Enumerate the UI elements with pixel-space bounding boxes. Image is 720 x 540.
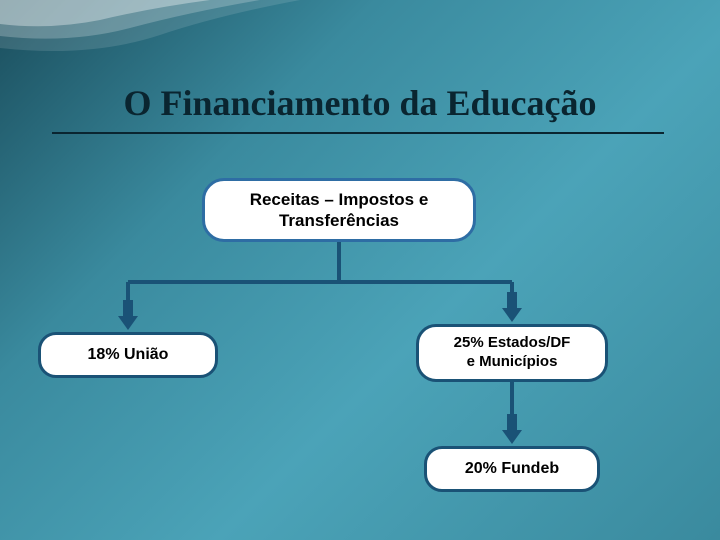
arrow-down-icon [502, 430, 522, 444]
node-fundeb: 20% Fundeb [424, 446, 600, 492]
node-estados: 25% Estados/DF e Municípios [416, 324, 608, 382]
arrow-down-icon [502, 308, 522, 322]
node-uniao: 18% União [38, 332, 218, 378]
connector-h [128, 280, 512, 284]
connector-v [510, 382, 514, 416]
connector-v [337, 242, 341, 282]
node-root: Receitas – Impostos e Transferências [202, 178, 476, 242]
connector-v [126, 282, 130, 302]
arrow-down-icon [118, 316, 138, 330]
title-underline [52, 132, 664, 134]
slide-title: O Financiamento da Educação [0, 82, 720, 124]
